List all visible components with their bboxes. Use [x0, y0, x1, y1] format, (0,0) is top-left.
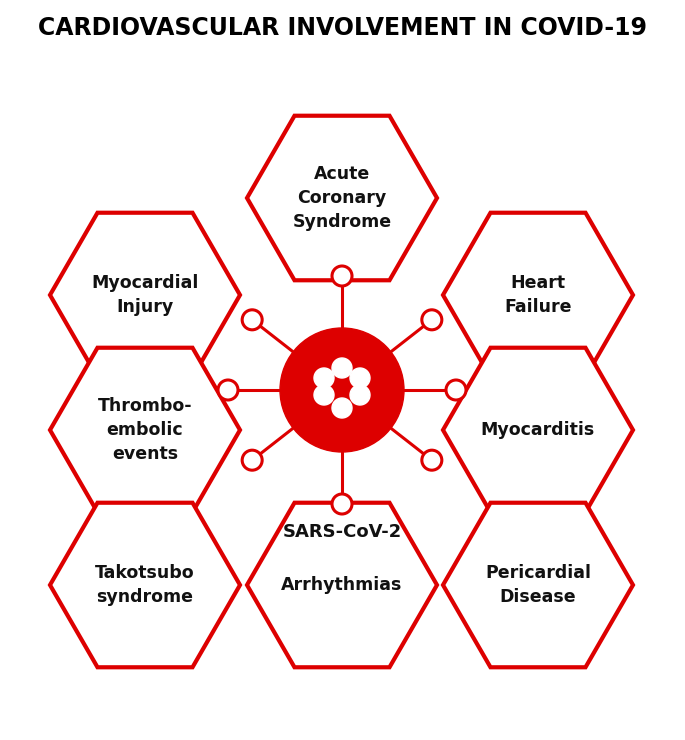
Circle shape: [422, 450, 442, 470]
Circle shape: [314, 385, 334, 405]
Circle shape: [218, 380, 238, 400]
Polygon shape: [50, 502, 240, 667]
Text: Myocardial
Injury: Myocardial Injury: [91, 275, 199, 316]
Circle shape: [242, 310, 262, 330]
Text: Arrhythmias: Arrhythmias: [282, 576, 403, 594]
Circle shape: [422, 310, 442, 330]
Text: Pericardial
Disease: Pericardial Disease: [485, 564, 591, 606]
Polygon shape: [443, 212, 633, 377]
Text: Acute
Coronary
Syndrome: Acute Coronary Syndrome: [292, 166, 392, 231]
Circle shape: [446, 380, 466, 400]
Circle shape: [332, 494, 352, 514]
Text: Heart
Failure: Heart Failure: [504, 275, 572, 316]
Polygon shape: [50, 212, 240, 377]
Circle shape: [350, 385, 370, 405]
Polygon shape: [443, 502, 633, 667]
Polygon shape: [50, 348, 240, 512]
Text: SARS-CoV-2: SARS-CoV-2: [282, 523, 401, 541]
Text: Myocarditis: Myocarditis: [481, 421, 595, 439]
Polygon shape: [443, 348, 633, 512]
Circle shape: [332, 398, 352, 418]
Polygon shape: [247, 502, 437, 667]
Circle shape: [332, 358, 352, 378]
Text: Takotsubo
syndrome: Takotsubo syndrome: [95, 564, 195, 606]
Circle shape: [332, 266, 352, 286]
Circle shape: [314, 368, 334, 388]
Circle shape: [280, 328, 404, 452]
Polygon shape: [247, 115, 437, 280]
Circle shape: [350, 368, 370, 388]
Text: CARDIOVASCULAR INVOLVEMENT IN COVID-19: CARDIOVASCULAR INVOLVEMENT IN COVID-19: [38, 16, 647, 40]
Circle shape: [242, 450, 262, 470]
Text: Thrombo-
embolic
events: Thrombo- embolic events: [98, 397, 192, 462]
